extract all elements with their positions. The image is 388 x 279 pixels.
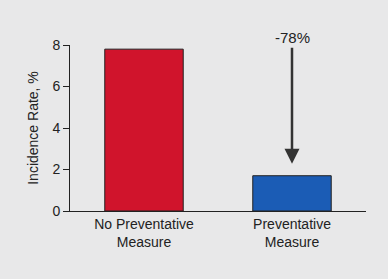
svg-text:Incidence Rate, %: Incidence Rate, % xyxy=(25,71,41,185)
svg-text:No PreventativeMeasure: No PreventativeMeasure xyxy=(94,216,194,250)
svg-text:-78%: -78% xyxy=(275,29,310,46)
svg-text:PreventativeMeasure: PreventativeMeasure xyxy=(253,216,331,250)
svg-text:6: 6 xyxy=(52,78,60,94)
svg-text:8: 8 xyxy=(52,37,60,53)
svg-text:0: 0 xyxy=(52,203,60,219)
svg-text:2: 2 xyxy=(52,161,60,177)
svg-text:4: 4 xyxy=(52,120,60,136)
